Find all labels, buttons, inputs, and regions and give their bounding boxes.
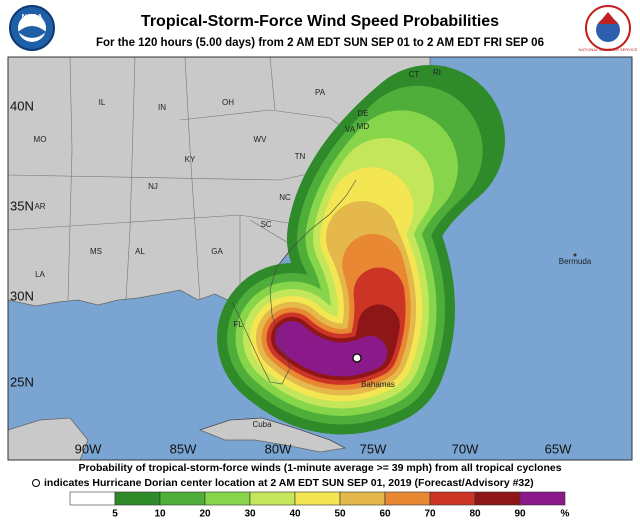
scale-label: 20 [199, 509, 211, 520]
scale-label: 5 [112, 509, 118, 520]
scale-swatch [159, 491, 206, 506]
place-label: AR [34, 202, 45, 211]
place-label: KY [185, 155, 196, 164]
place-labels: IL IN OH PA CT RI MO KY WV VA MD DE NJ TN NC AR SC MS AL GA… [34, 68, 592, 429]
color-scale: 5 10 20 30 40 50 60 70 80 90% [69, 491, 570, 520]
place-label: Bahamas [361, 380, 395, 389]
scale-swatch [69, 491, 116, 506]
scale-swatch [114, 491, 161, 506]
place-label: OH [222, 98, 234, 107]
place-label: AL [135, 247, 145, 256]
scale-swatch [339, 491, 386, 506]
lat-label: 30N [10, 288, 34, 303]
scale-swatch [474, 491, 521, 506]
scale-label: 60 [379, 509, 391, 520]
place-label: LA [35, 270, 45, 279]
logo-text: NATIONAL WEATHER SERVICE [579, 47, 638, 52]
coordinate-labels: 40N 35N 30N 25N 90W 85W 80W 75W 70W 65W [10, 98, 572, 456]
probability-contours [217, 65, 505, 435]
scale-swatch [249, 491, 296, 506]
logo-text: NOAA [22, 14, 43, 21]
lon-label: 85W [170, 441, 197, 456]
scale-swatch [519, 491, 566, 506]
scale-label: 40 [289, 509, 301, 520]
place-label: Cuba [252, 420, 272, 429]
lat-label: 35N [10, 198, 34, 213]
footer-line: indicates Hurricane Dorian center locati… [44, 477, 534, 489]
lon-label: 90W [75, 441, 102, 456]
land [8, 417, 89, 460]
place-label: CT [409, 70, 420, 79]
scale-swatch [429, 491, 476, 506]
scale-label: 70 [424, 509, 436, 520]
island [573, 253, 577, 257]
storm-center [352, 353, 362, 363]
place-label: Bermuda [559, 257, 592, 266]
subtitle: For the 120 hours (5.00 days) from 2 AM … [96, 37, 544, 49]
lon-label: 70W [452, 441, 479, 456]
place-label: GA [211, 247, 223, 256]
scale-label: 30 [244, 509, 256, 520]
place-label: MS [90, 247, 102, 256]
lon-label: 80W [265, 441, 292, 456]
map: IL IN OH PA CT RI MO KY WV VA MD DE NJ TN NC AR SC MS AL GA… [8, 57, 632, 460]
scale-label: 50 [334, 509, 346, 520]
lat-label: 25N [10, 374, 34, 389]
coast-overlay [199, 179, 357, 449]
place-label: WV [254, 135, 268, 144]
place-label: DE [357, 109, 368, 118]
logo-nws: NATIONAL WEATHER SERVICE [579, 5, 638, 52]
probability-band [275, 123, 447, 377]
scale-swatch [204, 491, 251, 506]
scale-swatch [384, 491, 431, 506]
lon-label: 75W [360, 441, 387, 456]
place-label: NJ [148, 182, 158, 191]
scale-unit: % [561, 509, 570, 520]
lon-label: 65W [545, 441, 572, 456]
footer-line: Probability of tropical-storm-force wind… [78, 462, 561, 474]
place-label: SC [260, 220, 271, 229]
place-label: FL [233, 320, 243, 329]
title: Tropical-Storm-Force Wind Speed Probabil… [141, 13, 499, 30]
scale-label: 10 [154, 509, 166, 520]
scale-label: 90 [514, 509, 526, 520]
place-label: NC [279, 193, 291, 202]
scale-swatch [294, 491, 341, 506]
place-label: IN [158, 103, 166, 112]
place-label: MO [34, 135, 47, 144]
place-label: IL [99, 98, 106, 107]
scale-label: 80 [469, 509, 481, 520]
logo-noaa: NOAA [9, 5, 55, 51]
map-frame [7, 56, 633, 461]
place-label: VA [345, 125, 356, 134]
place-label: RI [433, 68, 441, 77]
place-label: MD [357, 122, 370, 131]
legend-marker [32, 479, 40, 487]
lat-label: 40N [10, 98, 34, 113]
place-label: PA [315, 88, 326, 97]
place-label: TN [295, 152, 306, 161]
